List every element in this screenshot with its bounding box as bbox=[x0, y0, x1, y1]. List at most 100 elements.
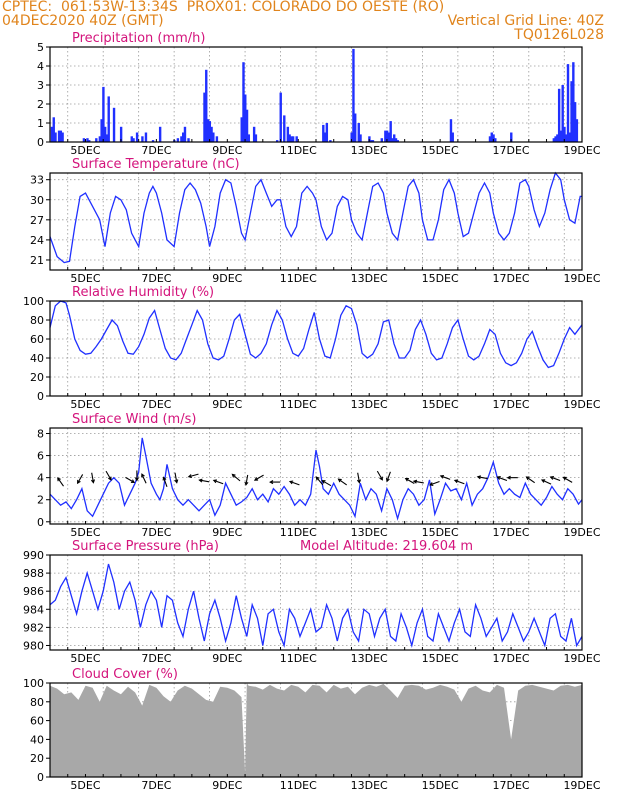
precip-bar bbox=[371, 140, 375, 142]
precip-bar bbox=[286, 126, 290, 142]
wind-arrow bbox=[376, 470, 383, 481]
surface-pressure-y-axis: 980 982 984 986 988 990 bbox=[23, 549, 50, 652]
surface-pressure-annotation: Model Altitude: 219.604 m bbox=[300, 539, 473, 554]
surface-pressure-grid bbox=[50, 555, 582, 650]
x-tick-label: 7DEC bbox=[141, 398, 171, 411]
precip-bar bbox=[105, 134, 109, 142]
precip-bar bbox=[575, 119, 579, 142]
wind-arrow bbox=[141, 473, 147, 484]
wind-arrow bbox=[212, 479, 224, 485]
precip-bar bbox=[354, 113, 357, 142]
wind-arrow bbox=[429, 480, 440, 486]
wind-arrow bbox=[337, 478, 348, 486]
precipitation-title: Precipitation (mm/h) bbox=[72, 31, 205, 46]
wind-arrow bbox=[453, 479, 465, 485]
precip-bar bbox=[323, 132, 327, 142]
x-tick-label: 11DEC bbox=[280, 272, 317, 285]
x-tick-label: 19DEC bbox=[563, 398, 600, 411]
wind-arrow bbox=[198, 478, 210, 483]
precip-bar bbox=[329, 140, 332, 142]
cloud-cover-x-axis: 5DEC 7DEC 9DEC 11DEC 13DEC 15DEC 17DEC 19DEC bbox=[67, 774, 601, 792]
y-tick-label: 21 bbox=[30, 254, 44, 267]
surface-temperature-title: Surface Temperature (nC) bbox=[72, 157, 240, 172]
x-tick-label: 11DEC bbox=[280, 398, 317, 411]
precip-bar bbox=[50, 126, 54, 142]
x-tick-label: 13DEC bbox=[351, 398, 388, 411]
precip-bar bbox=[86, 138, 89, 142]
surface-wind-x-axis: 5DEC 7DEC 9DEC 11DEC 13DEC 15DEC 17DEC 19DEC bbox=[67, 521, 601, 539]
x-tick-label: 15DEC bbox=[422, 272, 459, 285]
y-tick-label: 30 bbox=[30, 194, 44, 207]
precip-bar bbox=[151, 140, 155, 142]
wind-arrow bbox=[134, 470, 139, 482]
relative-humidity-title: Relative Humidity (%) bbox=[72, 285, 214, 300]
x-tick-label: 13DEC bbox=[351, 779, 388, 792]
precip-bar bbox=[492, 134, 495, 142]
precip-bar bbox=[215, 136, 219, 142]
precip-bar bbox=[244, 94, 247, 142]
x-tick-label: 17DEC bbox=[493, 652, 530, 665]
x-tick-label: 15DEC bbox=[422, 526, 459, 539]
precip-bar bbox=[391, 138, 394, 142]
precip-bar bbox=[387, 132, 391, 142]
y-tick-label: 6 bbox=[37, 450, 44, 463]
precip-bar bbox=[385, 130, 389, 142]
wind-arrow bbox=[356, 472, 362, 484]
x-tick-label: 15DEC bbox=[422, 398, 459, 411]
x-tick-label: 9DEC bbox=[212, 526, 242, 539]
precip-bar bbox=[135, 132, 139, 142]
precip-bar bbox=[61, 132, 64, 142]
y-tick-label: 4 bbox=[37, 60, 44, 73]
wind-arrow bbox=[105, 470, 112, 481]
precip-bar bbox=[98, 136, 102, 142]
precip-bar bbox=[88, 140, 91, 142]
relative-humidity-y-axis: 0 20 40 60 80 100 bbox=[23, 295, 50, 403]
precip-bar bbox=[254, 134, 258, 142]
surface-wind-panel: Surface Wind (m/s) 0 2 4 6 8 5DEC 7DEC 9DEC 11DEC… bbox=[37, 412, 601, 539]
precip-bar bbox=[357, 123, 360, 142]
y-tick-label: 982 bbox=[23, 621, 44, 634]
precip-bar bbox=[384, 130, 387, 142]
x-tick-label: 5DEC bbox=[70, 652, 100, 665]
surface-wind-title: Surface Wind (m/s) bbox=[72, 412, 196, 427]
x-tick-label: 11DEC bbox=[280, 144, 317, 157]
precipitation-grid bbox=[50, 47, 582, 142]
wind-arrow bbox=[288, 480, 300, 486]
precip-bar bbox=[557, 88, 561, 142]
surface-pressure-panel: Surface Pressure (hPa) Model Altitude: 21… bbox=[23, 539, 601, 665]
precip-bar bbox=[393, 134, 396, 142]
y-tick-label: 990 bbox=[23, 549, 44, 562]
wind-arrow bbox=[385, 471, 391, 483]
precip-bar bbox=[283, 115, 286, 142]
y-tick-label: 33 bbox=[30, 174, 44, 187]
precip-bar bbox=[82, 138, 86, 142]
y-tick-label: 980 bbox=[23, 639, 44, 652]
wind-arrows bbox=[57, 470, 573, 487]
precipitation-y-axis: 0 1 2 3 4 5 bbox=[37, 41, 50, 149]
wind-arrow bbox=[253, 474, 264, 481]
precip-bar bbox=[182, 132, 185, 142]
precip-bar bbox=[240, 117, 243, 142]
precip-bar bbox=[180, 136, 183, 142]
y-tick-label: 3 bbox=[37, 79, 44, 92]
x-tick-label: 17DEC bbox=[493, 779, 530, 792]
x-tick-label: 17DEC bbox=[493, 272, 530, 285]
y-tick-label: 988 bbox=[23, 567, 44, 580]
precip-bar bbox=[449, 119, 453, 142]
precip-bar bbox=[252, 126, 256, 142]
precip-bar bbox=[369, 140, 373, 142]
precip-bar bbox=[291, 136, 295, 142]
x-tick-label: 9DEC bbox=[212, 144, 242, 157]
wind-arrow bbox=[231, 473, 241, 482]
relative-humidity-line bbox=[49, 300, 583, 369]
wind-arrow bbox=[187, 473, 199, 479]
surface-pressure-title: Surface Pressure (hPa) bbox=[72, 539, 219, 554]
precip-bar bbox=[245, 109, 249, 142]
cloud-cover-panel: Cloud Cover (%) 0 20 40 60 80 100 5DEC 7DEC 9DEC 1… bbox=[23, 667, 601, 792]
precipitation-x-axis: 5DEC 7DEC 9DEC 11DEC 13DEC 15DEC 17DEC 19DEC bbox=[67, 139, 601, 157]
precipitation-panel: Precipitation (mm/h) 0 1 2 3 4 5 5DEC 7DEC 9DEC 11… bbox=[37, 31, 601, 157]
wind-arrow bbox=[506, 475, 518, 480]
precip-bar bbox=[141, 136, 144, 142]
surface-pressure-x-axis: 5DEC 7DEC 9DEC 11DEC 13DEC 15DEC 17DEC 19DEC bbox=[67, 647, 601, 665]
y-tick-label: 986 bbox=[23, 585, 44, 598]
